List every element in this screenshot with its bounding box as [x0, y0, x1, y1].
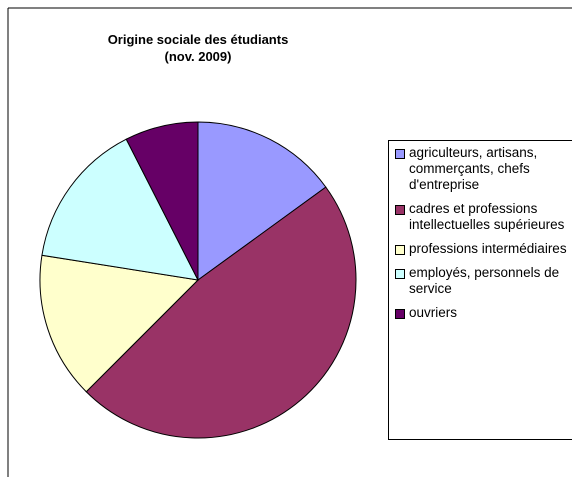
legend-item: agriculteurs, artisans, commerçants, che… — [395, 145, 572, 193]
pie-slice — [85, 186, 357, 439]
pie-slice — [125, 121, 199, 281]
legend-swatch — [395, 149, 405, 159]
legend-label: ouvriers — [409, 305, 458, 320]
legend-swatch — [395, 309, 405, 319]
legend-label: employés, personnels de service — [409, 265, 560, 296]
legend: agriculteurs, artisans, commerçants, che… — [388, 140, 572, 440]
legend-label: cadres et professions intellectuelles su… — [409, 201, 565, 232]
legend-label: professions intermédiaires — [409, 241, 567, 256]
chart-title: (nov. 2009) — [165, 49, 232, 64]
pie-slice — [197, 121, 327, 281]
chart-title: Origine sociale des étudiants — [108, 32, 289, 47]
legend-swatch — [395, 269, 405, 279]
legend-swatch — [395, 245, 405, 255]
pie-slice — [41, 138, 199, 281]
pie-slice — [39, 254, 200, 393]
legend-item: ouvriers — [395, 305, 572, 321]
legend-label: agriculteurs, artisans, commerçants, che… — [409, 145, 538, 192]
legend-item: professions intermédiaires — [395, 241, 572, 257]
legend-item: employés, personnels de service — [395, 265, 572, 297]
legend-item: cadres et professions intellectuelles su… — [395, 201, 572, 233]
legend-swatch — [395, 205, 405, 215]
